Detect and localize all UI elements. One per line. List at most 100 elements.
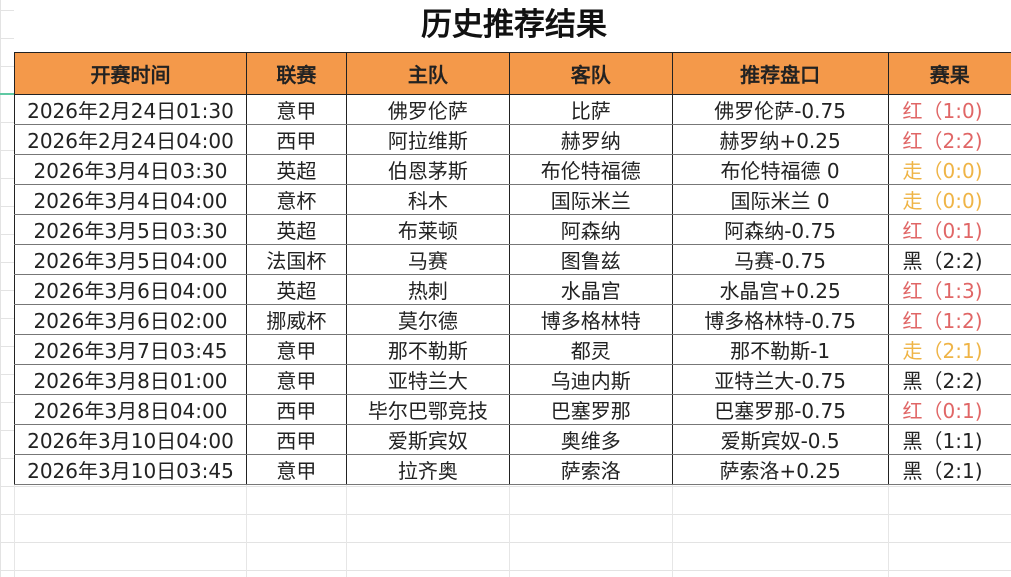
cell-away[interactable]: 奥维多 bbox=[508, 424, 673, 455]
cell-result[interactable]: 红（1:2) bbox=[887, 304, 1011, 335]
cell-home[interactable]: 莫尔德 bbox=[345, 304, 510, 335]
cell-result[interactable]: 红（1:0) bbox=[887, 94, 1011, 125]
cell-result[interactable]: 红（2:2) bbox=[887, 124, 1011, 155]
cell-pick[interactable]: 水晶宫+0.25 bbox=[671, 274, 889, 305]
cell-home[interactable]: 科木 bbox=[345, 184, 510, 215]
cell-league[interactable]: 意甲 bbox=[245, 364, 347, 395]
cell-time[interactable]: 2026年2月24日01:30 bbox=[14, 94, 247, 125]
cell-result[interactable]: 黑（2:2) bbox=[887, 364, 1011, 395]
header-row: 开赛时间 联赛 主队 客队 推荐盘口 赛果 bbox=[14, 52, 1011, 95]
cell-pick[interactable]: 亚特兰大-0.75 bbox=[671, 364, 889, 395]
cell-time[interactable]: 2026年3月10日04:00 bbox=[14, 424, 247, 455]
cell-away[interactable]: 萨索洛 bbox=[508, 454, 673, 485]
cell-result[interactable]: 黑（1:1) bbox=[887, 424, 1011, 455]
cell-away[interactable]: 图鲁兹 bbox=[508, 244, 673, 275]
cell-home[interactable]: 马赛 bbox=[345, 244, 510, 275]
cell-home[interactable]: 那不勒斯 bbox=[345, 334, 510, 365]
table-row: 2026年3月10日04:00 西甲 爱斯宾奴 奥维多 爱斯宾奴-0.5 黑（1:1) bbox=[14, 424, 1011, 455]
cell-home[interactable]: 伯恩茅斯 bbox=[345, 154, 510, 185]
cell-result[interactable]: 走（0:0) bbox=[887, 184, 1011, 215]
cell-pick[interactable]: 布伦特福德 0 bbox=[671, 154, 889, 185]
table-row: 2026年3月5日04:00 法国杯 马赛 图鲁兹 马赛-0.75 黑（2:2) bbox=[14, 244, 1011, 275]
table-row: 2026年2月24日01:30 意甲 佛罗伦萨 比萨 佛罗伦萨-0.75 红（1:0) bbox=[14, 94, 1011, 125]
cell-away[interactable]: 国际米兰 bbox=[508, 184, 673, 215]
cell-pick[interactable]: 马赛-0.75 bbox=[671, 244, 889, 275]
cell-result[interactable]: 红（0:1) bbox=[887, 214, 1011, 245]
table-row: 2026年3月5日03:30 英超 布莱顿 阿森纳 阿森纳-0.75 红（0:1) bbox=[14, 214, 1011, 245]
cell-pick[interactable]: 赫罗纳+0.25 bbox=[671, 124, 889, 155]
cell-league[interactable]: 意甲 bbox=[245, 94, 347, 125]
cell-result[interactable]: 红（0:1) bbox=[887, 394, 1011, 425]
cell-away[interactable]: 赫罗纳 bbox=[508, 124, 673, 155]
cell-pick[interactable]: 那不勒斯-1 bbox=[671, 334, 889, 365]
cell-result[interactable]: 走（2:1) bbox=[887, 334, 1011, 365]
table-row: 2026年3月8日04:00 西甲 毕尔巴鄂竞技 巴塞罗那 巴塞罗那-0.75 红（0:1… bbox=[14, 394, 1011, 425]
cell-time[interactable]: 2026年3月4日03:30 bbox=[14, 154, 247, 185]
cell-time[interactable]: 2026年3月6日04:00 bbox=[14, 274, 247, 305]
table-row: 2026年3月6日02:00 挪威杯 莫尔德 博多格林特 博多格林特-0.75 红（1:2… bbox=[14, 304, 1011, 335]
cell-pick[interactable]: 博多格林特-0.75 bbox=[671, 304, 889, 335]
row-selection-indicator bbox=[0, 93, 14, 95]
cell-time[interactable]: 2026年3月7日03:45 bbox=[14, 334, 247, 365]
cell-time[interactable]: 2026年3月5日04:00 bbox=[14, 244, 247, 275]
cell-league[interactable]: 意杯 bbox=[245, 184, 347, 215]
cell-away[interactable]: 都灵 bbox=[508, 334, 673, 365]
header-time[interactable]: 开赛时间 bbox=[14, 52, 247, 95]
cell-home[interactable]: 阿拉维斯 bbox=[345, 124, 510, 155]
cell-pick[interactable]: 国际米兰 0 bbox=[671, 184, 889, 215]
cell-result[interactable]: 红（1:3) bbox=[887, 274, 1011, 305]
cell-league[interactable]: 意甲 bbox=[245, 454, 347, 485]
cell-away[interactable]: 巴塞罗那 bbox=[508, 394, 673, 425]
header-away[interactable]: 客队 bbox=[508, 52, 673, 95]
header-pick[interactable]: 推荐盘口 bbox=[671, 52, 889, 95]
cell-result[interactable]: 黑（2:1) bbox=[887, 454, 1011, 485]
cell-pick[interactable]: 巴塞罗那-0.75 bbox=[671, 394, 889, 425]
cell-league[interactable]: 意甲 bbox=[245, 334, 347, 365]
cell-time[interactable]: 2026年3月8日04:00 bbox=[14, 394, 247, 425]
cell-time[interactable]: 2026年2月24日04:00 bbox=[14, 124, 247, 155]
cell-league[interactable]: 英超 bbox=[245, 274, 347, 305]
table-row: 2026年3月7日03:45 意甲 那不勒斯 都灵 那不勒斯-1 走（2:1) bbox=[14, 334, 1011, 365]
header-result[interactable]: 赛果 bbox=[887, 52, 1011, 95]
cell-pick[interactable]: 佛罗伦萨-0.75 bbox=[671, 94, 889, 125]
cell-home[interactable]: 亚特兰大 bbox=[345, 364, 510, 395]
cell-time[interactable]: 2026年3月8日01:00 bbox=[14, 364, 247, 395]
cell-away[interactable]: 比萨 bbox=[508, 94, 673, 125]
cell-home[interactable]: 毕尔巴鄂竞技 bbox=[345, 394, 510, 425]
cell-league[interactable]: 法国杯 bbox=[245, 244, 347, 275]
cell-league[interactable]: 英超 bbox=[245, 154, 347, 185]
cell-result[interactable]: 走（0:0) bbox=[887, 154, 1011, 185]
cell-league[interactable]: 西甲 bbox=[245, 424, 347, 455]
cell-result[interactable]: 黑（2:2) bbox=[887, 244, 1011, 275]
cell-time[interactable]: 2026年3月5日03:30 bbox=[14, 214, 247, 245]
table-row: 2026年3月4日04:00 意杯 科木 国际米兰 国际米兰 0 走（0:0) bbox=[14, 184, 1011, 215]
cell-pick[interactable]: 爱斯宾奴-0.5 bbox=[671, 424, 889, 455]
cell-home[interactable]: 爱斯宾奴 bbox=[345, 424, 510, 455]
cell-away[interactable]: 阿森纳 bbox=[508, 214, 673, 245]
cell-league[interactable]: 英超 bbox=[245, 214, 347, 245]
cell-away[interactable]: 布伦特福德 bbox=[508, 154, 673, 185]
cell-time[interactable]: 2026年3月6日02:00 bbox=[14, 304, 247, 335]
cell-away[interactable]: 水晶宫 bbox=[508, 274, 673, 305]
sheet-title[interactable]: 历史推荐结果 bbox=[14, 0, 1011, 52]
table-row: 2026年2月24日04:00 西甲 阿拉维斯 赫罗纳 赫罗纳+0.25 红（2:2) bbox=[14, 124, 1011, 155]
cell-pick[interactable]: 萨索洛+0.25 bbox=[671, 454, 889, 485]
cell-league[interactable]: 西甲 bbox=[245, 124, 347, 155]
table-row: 2026年3月6日04:00 英超 热刺 水晶宫 水晶宫+0.25 红（1:3) bbox=[14, 274, 1011, 305]
table-row: 2026年3月8日01:00 意甲 亚特兰大 乌迪内斯 亚特兰大-0.75 黑（2:2) bbox=[14, 364, 1011, 395]
cell-league[interactable]: 西甲 bbox=[245, 394, 347, 425]
cell-away[interactable]: 乌迪内斯 bbox=[508, 364, 673, 395]
cell-home[interactable]: 佛罗伦萨 bbox=[345, 94, 510, 125]
cell-home[interactable]: 热刺 bbox=[345, 274, 510, 305]
cell-away[interactable]: 博多格林特 bbox=[508, 304, 673, 335]
header-league[interactable]: 联赛 bbox=[245, 52, 347, 95]
cell-time[interactable]: 2026年3月4日04:00 bbox=[14, 184, 247, 215]
results-table: 开赛时间 联赛 主队 客队 推荐盘口 赛果 2026年2月24日01:30 意甲佛… bbox=[14, 52, 1011, 485]
cell-league[interactable]: 挪威杯 bbox=[245, 304, 347, 335]
cell-time[interactable]: 2026年3月10日03:45 bbox=[14, 454, 247, 485]
cell-pick[interactable]: 阿森纳-0.75 bbox=[671, 214, 889, 245]
table-row: 2026年3月4日03:30 英超 伯恩茅斯 布伦特福德 布伦特福德 0 走（0:0) bbox=[14, 154, 1011, 185]
cell-home[interactable]: 拉齐奥 bbox=[345, 454, 510, 485]
cell-home[interactable]: 布莱顿 bbox=[345, 214, 510, 245]
header-home[interactable]: 主队 bbox=[345, 52, 510, 95]
